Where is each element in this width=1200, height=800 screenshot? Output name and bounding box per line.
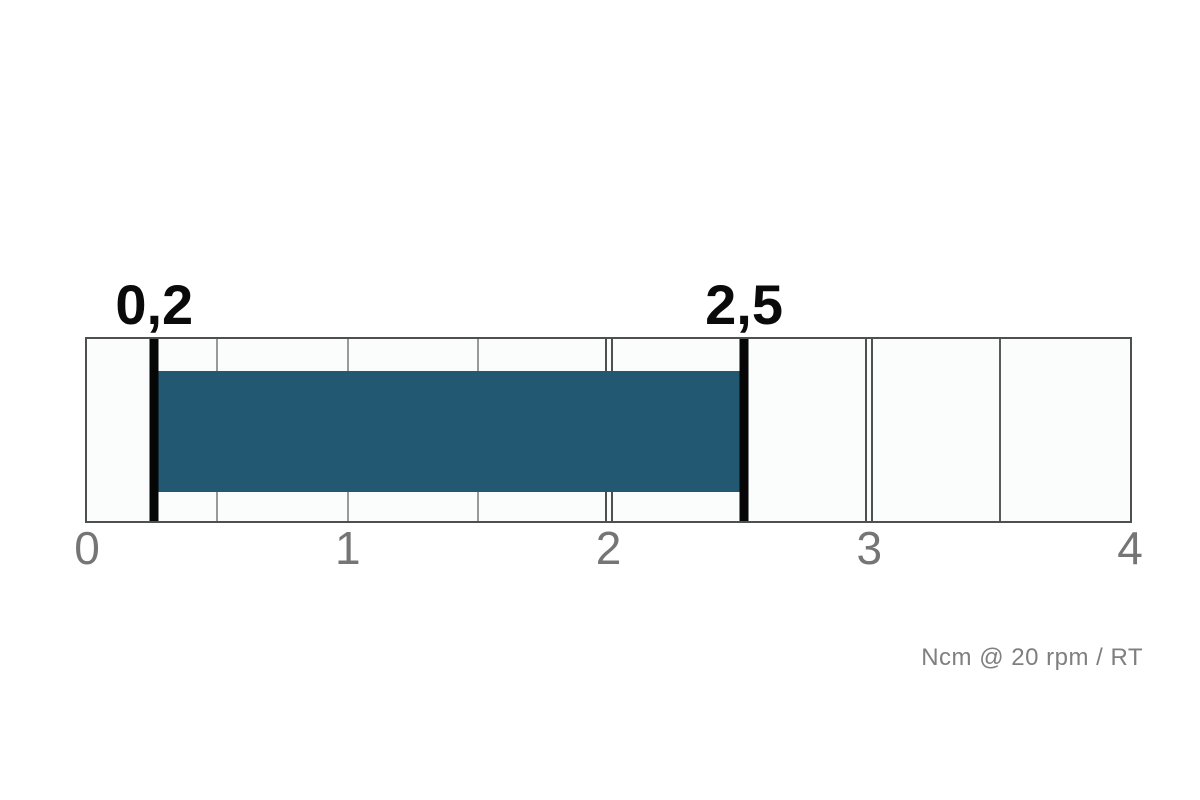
range-max-marker bbox=[739, 339, 749, 521]
gridline-3.5 bbox=[998, 339, 1001, 521]
axis-tick-4: 4 bbox=[1117, 522, 1143, 574]
axis-tick-1: 1 bbox=[334, 522, 361, 574]
axis-unit-label: Ncm @ 20 rpm / RT bbox=[921, 644, 1143, 671]
range-min-value-label: 0,2 bbox=[115, 273, 194, 336]
torque-range-bar bbox=[154, 371, 745, 492]
axis-tick-3: 3 bbox=[856, 522, 883, 574]
gridline-3 bbox=[865, 339, 874, 521]
axis-tick-0: 0 bbox=[74, 522, 100, 574]
axis-tick-2: 2 bbox=[595, 522, 622, 574]
range-max-value-label: 2,5 bbox=[705, 273, 784, 336]
range-min-marker bbox=[149, 339, 159, 521]
